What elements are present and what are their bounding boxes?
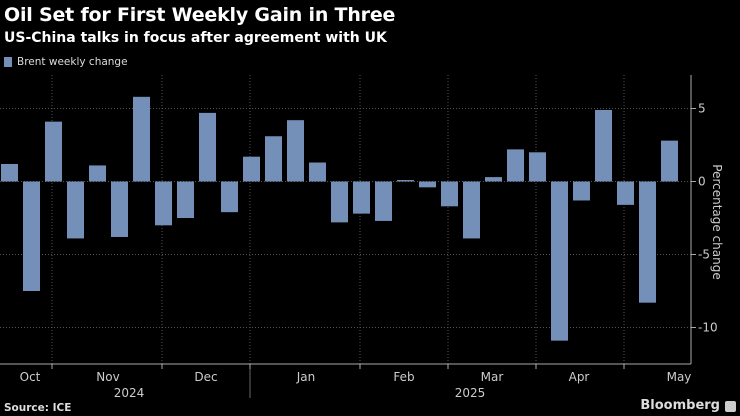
bar [89,165,106,182]
bar [441,181,458,207]
x-tick-label: Apr [569,370,590,384]
chart-subtitle: US-China talks in focus after agreement … [4,30,387,46]
bar [265,136,282,182]
x-tick-label: Dec [194,370,217,384]
bar [331,181,348,223]
year-label: 2025 [455,386,486,400]
bloomberg-icon [725,401,736,412]
bar [199,112,216,182]
bar [485,177,502,182]
chart-title: Oil Set for First Weekly Gain in Three [4,4,396,26]
x-tick-label: Jan [296,370,316,384]
y-tick-label: 5 [698,102,706,116]
legend-swatch [4,57,12,67]
x-tick-label: Oct [20,370,41,384]
y-axis-label: Percentage change [710,164,724,279]
bar [45,121,62,182]
x-tick-label: Mar [481,370,504,384]
bar [177,181,194,218]
bar [353,181,370,214]
bar [419,181,436,188]
legend: Brent weekly change [4,56,128,68]
x-tick-label: May [667,370,692,384]
bar [67,181,84,239]
x-tick-label: Nov [96,370,119,384]
bar [23,181,40,291]
bar [309,162,326,182]
bar [111,181,128,237]
bar [375,181,392,221]
bar [595,109,612,182]
bar [221,181,238,213]
y-tick-label: 0 [698,175,706,189]
bar [507,149,524,182]
bar [661,140,678,182]
legend-label: Brent weekly change [17,56,128,68]
bar [1,163,18,182]
x-tick-label: Feb [393,370,414,384]
bar [551,181,568,341]
bar [155,181,172,226]
bar [573,181,590,201]
bar [463,181,480,239]
bar [617,181,634,205]
bar [397,180,414,182]
bar [529,152,546,182]
bar [287,120,304,182]
brand-logo: Bloomberg [640,398,720,413]
y-tick-label: -5 [698,248,710,262]
bar [133,96,150,182]
year-label: 2024 [114,386,145,400]
y-tick-label: -10 [698,321,718,335]
bar [639,181,656,303]
source-note: Source: ICE [4,402,72,414]
bar [243,156,260,182]
